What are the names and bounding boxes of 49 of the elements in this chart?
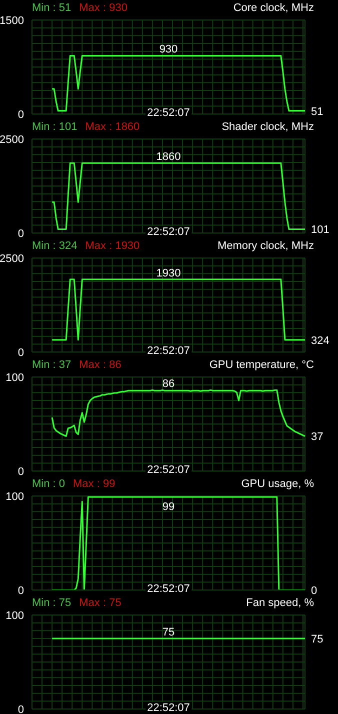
text: 75 [311,634,324,646]
chart-title: Fan speed, % [246,597,314,610]
text: Max : 75 [79,597,122,610]
annotation: 75 [162,626,175,638]
text: Min : 101 [32,121,78,134]
text: 0 [311,585,318,597]
text: Max : 930 [79,2,128,15]
text: 37 [311,431,324,444]
y-tick-label: 0 [18,228,24,240]
y-tick-label: 0 [18,704,24,714]
text: 324 [311,334,330,347]
annotation: 22:52:07 [145,345,192,357]
y-tick-label: 100 [6,372,24,384]
y-tick-label: 0 [18,584,24,597]
annotation: 1860 [156,151,181,164]
chart-title: Shader clock, MHz [222,121,314,134]
chart-title: Core clock, MHz [233,2,314,15]
chart-title: GPU usage, % [241,478,314,491]
text: Min : 37 [32,359,72,372]
text: Max : 99 [73,478,116,491]
y-tick-label: 0 [18,346,24,359]
annotation: 22:52:07 [145,226,192,238]
annotation: 99 [162,500,175,513]
annotation: 22:52:07 [145,464,192,476]
y-tick-label: 2500 [0,252,24,265]
chart-title: Memory clock, MHz [217,240,314,253]
annotation: 86 [162,378,175,390]
text: 101 [311,224,330,236]
y-tick-label: 1500 [0,14,24,27]
annotation: 930 [159,44,178,56]
text: Min : 51 [32,2,72,15]
text: Min : 324 [32,240,78,253]
annotation: 22:52:07 [145,107,192,119]
line-series [51,389,306,437]
annotation: 22:52:07 [145,702,192,714]
chart-title: GPU temperature, °C [209,359,314,372]
y-tick-label: 0 [18,108,24,121]
annotation: 1930 [156,267,181,280]
y-tick-label: 2500 [0,134,24,146]
y-tick-label: 100 [6,490,24,503]
y-tick-label: 100 [6,610,24,622]
text: Max : 1860 [85,121,140,134]
text: Max : 86 [79,359,122,372]
text: 51 [311,106,324,118]
annotation: 22:52:07 [145,583,192,595]
text: Min : 0 [32,478,66,491]
text: Max : 1930 [85,240,140,253]
y-tick-label: 0 [18,466,24,478]
text: Min : 75 [32,597,72,610]
